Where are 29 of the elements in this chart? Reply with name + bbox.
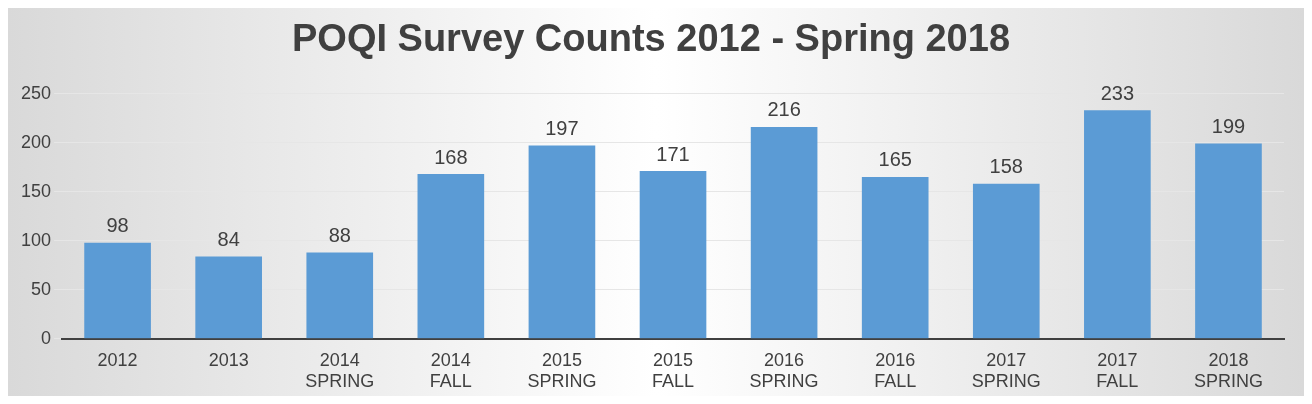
- data-label: 233: [1100, 81, 1135, 104]
- data-label: 88: [328, 224, 351, 247]
- y-tick-label: 150: [20, 180, 52, 201]
- y-tick-label: 50: [31, 278, 52, 299]
- data-label: 199: [1211, 115, 1246, 138]
- x-tick-label: 2013: [208, 349, 249, 370]
- x-tick-label: 2016 SPRING: [749, 349, 819, 392]
- chart-title: POQI Survey Counts 2012 - Spring 2018: [291, 17, 1011, 60]
- data-label: 98: [106, 214, 129, 237]
- x-tick-label: 2014 SPRING: [305, 349, 375, 392]
- data-label: 168: [434, 145, 468, 168]
- x-tick-label: 2016 FALL: [874, 349, 917, 392]
- x-tick-label: 2017 FALL: [1096, 349, 1139, 392]
- x-tick-label: 2014 FALL: [429, 349, 472, 392]
- x-tick-label: 2018 SPRING: [1193, 349, 1263, 392]
- data-label: 216: [767, 98, 801, 121]
- data-label: 171: [656, 142, 690, 165]
- y-tick-label: 0: [41, 327, 52, 348]
- data-label: 165: [878, 148, 912, 171]
- data-label: 158: [989, 155, 1023, 178]
- x-tick-label: 2017 SPRING: [971, 349, 1041, 392]
- data-label: 197: [545, 117, 579, 140]
- y-tick-label: 100: [20, 229, 52, 250]
- x-tick-label: 2015 FALL: [652, 349, 695, 392]
- data-label: 84: [217, 227, 240, 250]
- y-tick-label: 250: [20, 82, 52, 103]
- x-tick-label: 2012: [97, 349, 138, 370]
- y-tick-label: 200: [20, 131, 52, 152]
- x-tick-label: 2015 SPRING: [527, 349, 597, 392]
